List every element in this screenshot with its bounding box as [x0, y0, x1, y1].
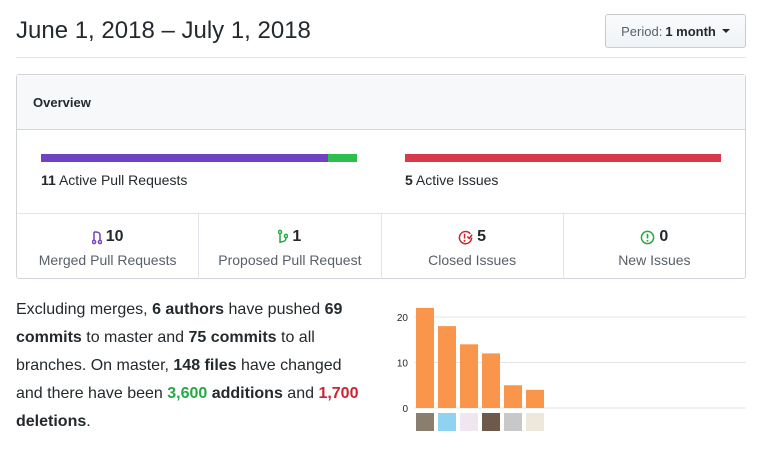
- stat-proposed-prs[interactable]: 1 Proposed Pull Request: [199, 214, 382, 279]
- bar[interactable]: [526, 389, 544, 408]
- overview-title: Overview: [17, 75, 745, 130]
- git-merge-icon: [91, 231, 102, 245]
- period-label: Period:: [621, 23, 663, 39]
- commits-by-author-chart: 0 10 20: [397, 307, 746, 431]
- commit-summary: Excluding merges, 6 authors have pushed …: [16, 301, 359, 430]
- author-avatar[interactable]: [482, 413, 500, 431]
- author-avatar[interactable]: [504, 413, 522, 431]
- author-avatar[interactable]: [438, 413, 456, 431]
- stat-new-issues[interactable]: 0 New Issues: [618, 228, 691, 268]
- y-tick-label: 10: [397, 359, 409, 370]
- active-prs-link[interactable]: 11 Active Pull Requests: [41, 172, 188, 188]
- overview-box: Overview 11 Active Pull Requests 5 Activ…: [16, 74, 746, 279]
- issue-opened-icon: [641, 230, 655, 244]
- bar[interactable]: [482, 353, 500, 408]
- issues-progress-bar[interactable]: [405, 154, 721, 162]
- author-avatar[interactable]: [526, 413, 544, 431]
- author-avatar[interactable]: [460, 413, 478, 431]
- git-pull-request-icon: [278, 229, 289, 243]
- issue-closed-icon: [458, 230, 473, 244]
- y-tick-label: 0: [402, 404, 408, 415]
- bar[interactable]: [460, 344, 478, 408]
- y-tick-label: 20: [397, 313, 409, 324]
- page-title: June 1, 2018 – July 1, 2018: [16, 17, 311, 44]
- divider: [16, 57, 746, 58]
- bar[interactable]: [504, 385, 522, 408]
- merged-segment: [41, 154, 329, 162]
- bar[interactable]: [438, 326, 456, 408]
- bar[interactable]: [416, 307, 434, 408]
- stat-merged-prs[interactable]: 10 Merged Pull Requests: [17, 214, 200, 279]
- period-value: 1 month: [665, 23, 716, 39]
- caret-down-icon: [721, 29, 730, 33]
- pr-progress-bar[interactable]: [41, 154, 357, 162]
- active-issues-link[interactable]: 5 Active Issues: [405, 172, 499, 188]
- period-dropdown[interactable]: Period: 1 month: [605, 14, 746, 48]
- author-avatar[interactable]: [416, 413, 434, 431]
- open-segment: [328, 154, 357, 162]
- stat-closed-issues[interactable]: 5 Closed Issues: [382, 214, 564, 279]
